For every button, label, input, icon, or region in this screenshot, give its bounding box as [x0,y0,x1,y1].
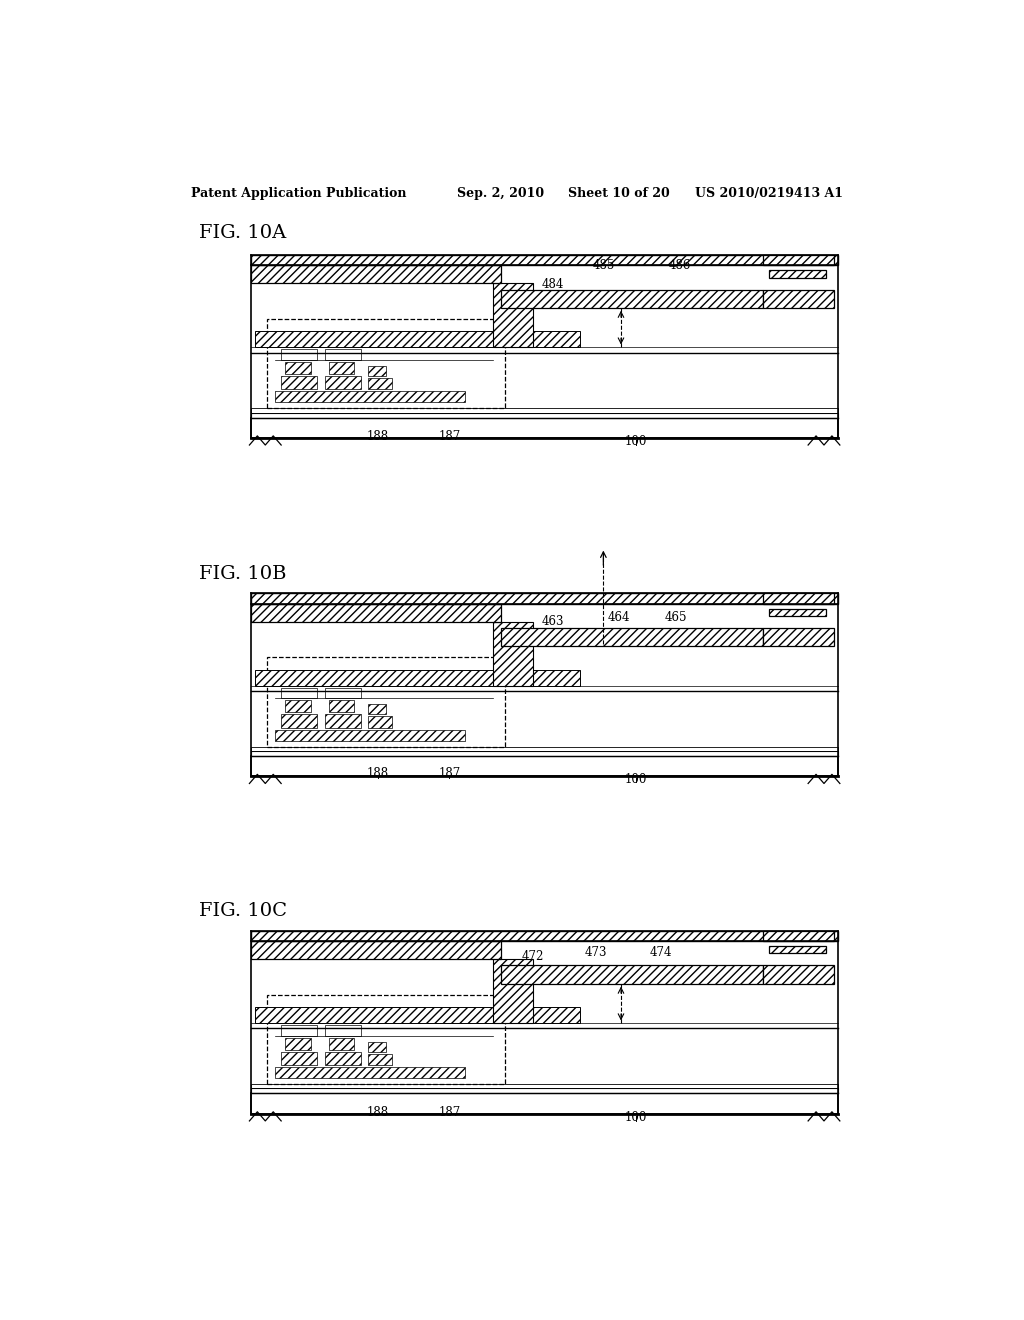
Text: 188: 188 [367,1106,389,1119]
Bar [251,1084,839,1089]
Text: 188: 188 [367,430,389,444]
Bar [285,1038,310,1049]
Text: 187: 187 [438,767,461,780]
Bar [325,688,360,698]
Bar [532,960,836,1023]
Bar [254,284,532,331]
Text: US 2010/0219413 A1: US 2010/0219413 A1 [695,187,844,199]
Bar [274,1067,465,1078]
Bar [769,609,826,616]
Bar [251,417,839,438]
Bar [329,700,354,713]
Bar [532,622,836,686]
Bar [251,594,839,603]
Text: FIG. 10A: FIG. 10A [200,224,287,243]
Bar [282,688,316,698]
Bar [325,376,360,389]
Text: 473: 473 [585,946,607,960]
Text: 187: 187 [438,1106,461,1119]
Bar [369,717,392,727]
Text: Sep. 2, 2010: Sep. 2, 2010 [458,187,545,199]
Text: Patent Application Publication: Patent Application Publication [191,187,407,199]
Bar [254,960,532,1007]
Bar [282,1026,316,1036]
Text: 464: 464 [607,611,630,624]
Text: 472: 472 [521,950,544,964]
Bar [251,603,501,622]
Bar [369,704,386,714]
Bar [282,376,316,389]
Bar [251,1089,839,1093]
Text: 100: 100 [625,1111,647,1125]
Text: 485: 485 [593,259,615,272]
Bar [369,1041,386,1052]
Bar [274,730,465,741]
Bar [251,413,839,417]
Bar [251,255,839,265]
Bar [532,284,836,347]
Bar [763,965,835,983]
Text: 188: 188 [367,767,389,780]
Bar [251,408,839,412]
Text: 465: 465 [665,611,687,624]
Bar [255,669,581,686]
Bar [501,628,763,647]
Text: 484: 484 [542,277,564,290]
Bar [255,331,581,347]
Bar [282,350,316,359]
Bar [329,1038,354,1049]
Text: Sheet 10 of 20: Sheet 10 of 20 [568,187,670,199]
Bar [769,946,826,953]
Bar [369,366,386,376]
Text: 463: 463 [542,615,564,628]
Bar [267,319,505,408]
Text: 100: 100 [625,772,647,785]
Bar [325,714,360,727]
Bar [369,1053,392,1065]
Text: 486: 486 [669,259,691,272]
Bar [251,1093,839,1114]
Bar [501,289,763,308]
Bar [325,350,360,359]
Bar [494,960,532,1023]
Bar [763,289,835,308]
Bar [763,931,835,941]
Bar [251,756,839,776]
Text: 474: 474 [650,946,673,960]
Bar [282,1052,316,1065]
Text: 100: 100 [625,436,647,447]
Bar [763,628,835,647]
Bar [267,995,505,1084]
Text: 187: 187 [438,430,461,444]
Bar [494,622,532,686]
Bar [285,362,310,374]
Bar [501,965,763,983]
Bar [494,284,532,347]
Bar [282,714,316,727]
Bar [274,391,465,403]
Bar [267,657,505,747]
Bar [251,265,501,284]
Bar [763,255,835,265]
Text: FIG. 10B: FIG. 10B [200,565,287,583]
Bar [369,378,392,389]
Bar [255,1007,581,1023]
Bar [325,1052,360,1065]
Text: FIG. 10C: FIG. 10C [200,903,288,920]
Bar [325,1026,360,1036]
Bar [251,931,839,941]
Bar [251,747,839,751]
Bar [251,751,839,756]
Bar [769,271,826,277]
Bar [763,594,835,603]
Bar [251,941,501,960]
Bar [285,700,310,713]
Bar [329,362,354,374]
Bar [254,622,532,669]
